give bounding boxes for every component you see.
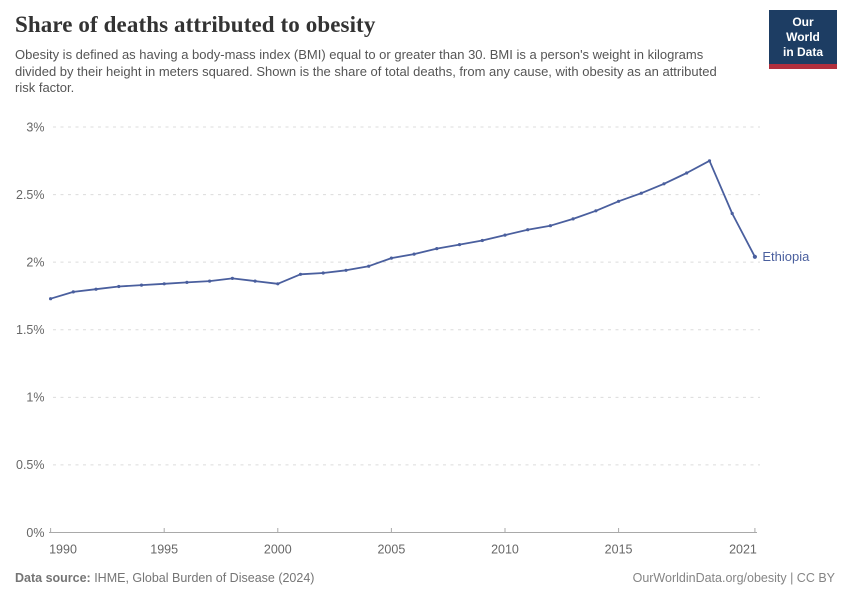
data-point: [435, 247, 439, 251]
data-point: [162, 282, 166, 286]
data-point: [571, 217, 575, 221]
chart-footer: Data source: IHME, Global Burden of Dise…: [15, 567, 835, 589]
y-tick-label: 1.5%: [16, 323, 45, 337]
chart-svg: 0% 0.5% 1% 1.5% 2% 2.5% 3% 1990 1995 2000 2005 2010…: [16, 120, 810, 557]
data-point: [526, 228, 530, 232]
data-point: [117, 284, 121, 289]
data-point: [389, 256, 393, 260]
data-point: [276, 282, 280, 286]
data-source-label: Data source:: [15, 571, 91, 585]
owid-credit-link[interactable]: OurWorldinData.org/obesity | CC BY: [632, 571, 835, 585]
data-point: [412, 252, 416, 256]
data-point: [71, 290, 75, 294]
chart-subtitle: Obesity is defined as having a body-mass…: [15, 47, 717, 95]
page-title: Share of deaths attributed to obesity: [15, 12, 376, 37]
data-point: [94, 287, 98, 291]
data-source: Data source: IHME, Global Burden of Dise…: [15, 571, 314, 585]
series-line-ethiopia: [49, 159, 756, 300]
data-point: [685, 171, 689, 175]
y-tick-label: 3%: [26, 120, 44, 134]
data-point: [617, 199, 621, 203]
data-point: [503, 233, 507, 237]
data-point: [752, 254, 758, 259]
data-point: [548, 224, 553, 228]
data-point: [321, 271, 325, 275]
data-point: [639, 191, 643, 195]
x-tick-label: 1995: [150, 543, 178, 557]
owid-logo-line1: Our World: [786, 15, 820, 44]
y-tick-label: 1%: [26, 391, 44, 405]
series-label-ethiopia: Ethiopia: [762, 249, 810, 264]
y-tick-label: 0%: [26, 526, 44, 540]
data-point: [662, 182, 666, 186]
x-tick-label: 2021: [729, 543, 757, 557]
data-point: [298, 272, 303, 276]
data-point: [253, 279, 257, 283]
data-point: [367, 264, 371, 268]
chart-header: Share of deaths attributed to obesity Ob…: [15, 12, 754, 97]
x-tick-label: 2015: [605, 543, 633, 557]
y-tick-label: 2%: [26, 255, 44, 269]
owid-logo-line2: in Data: [782, 45, 823, 59]
data-point: [707, 159, 712, 163]
data-point: [230, 276, 234, 280]
data-point: [730, 211, 734, 216]
data-point: [457, 243, 462, 247]
data-point: [139, 283, 144, 287]
data-point: [344, 268, 348, 272]
data-source-text: IHME, Global Burden of Disease (2024): [90, 571, 315, 585]
x-tick-label: 2010: [491, 543, 519, 557]
x-tick-label: 1990: [49, 543, 77, 557]
owid-logo: Our World in Data: [769, 10, 837, 69]
y-tick-label: 2.5%: [16, 188, 45, 202]
data-point: [185, 280, 189, 284]
data-point: [49, 297, 53, 301]
x-tick-label: 2005: [377, 543, 405, 557]
data-point: [480, 238, 484, 243]
x-tick-label: 2000: [264, 543, 292, 557]
y-tick-label: 0.5%: [16, 458, 45, 472]
data-point: [208, 279, 212, 283]
data-point: [594, 209, 598, 213]
chart-area: 0% 0.5% 1% 1.5% 2% 2.5% 3% 1990 1995 2000 2005 2010…: [0, 110, 850, 565]
